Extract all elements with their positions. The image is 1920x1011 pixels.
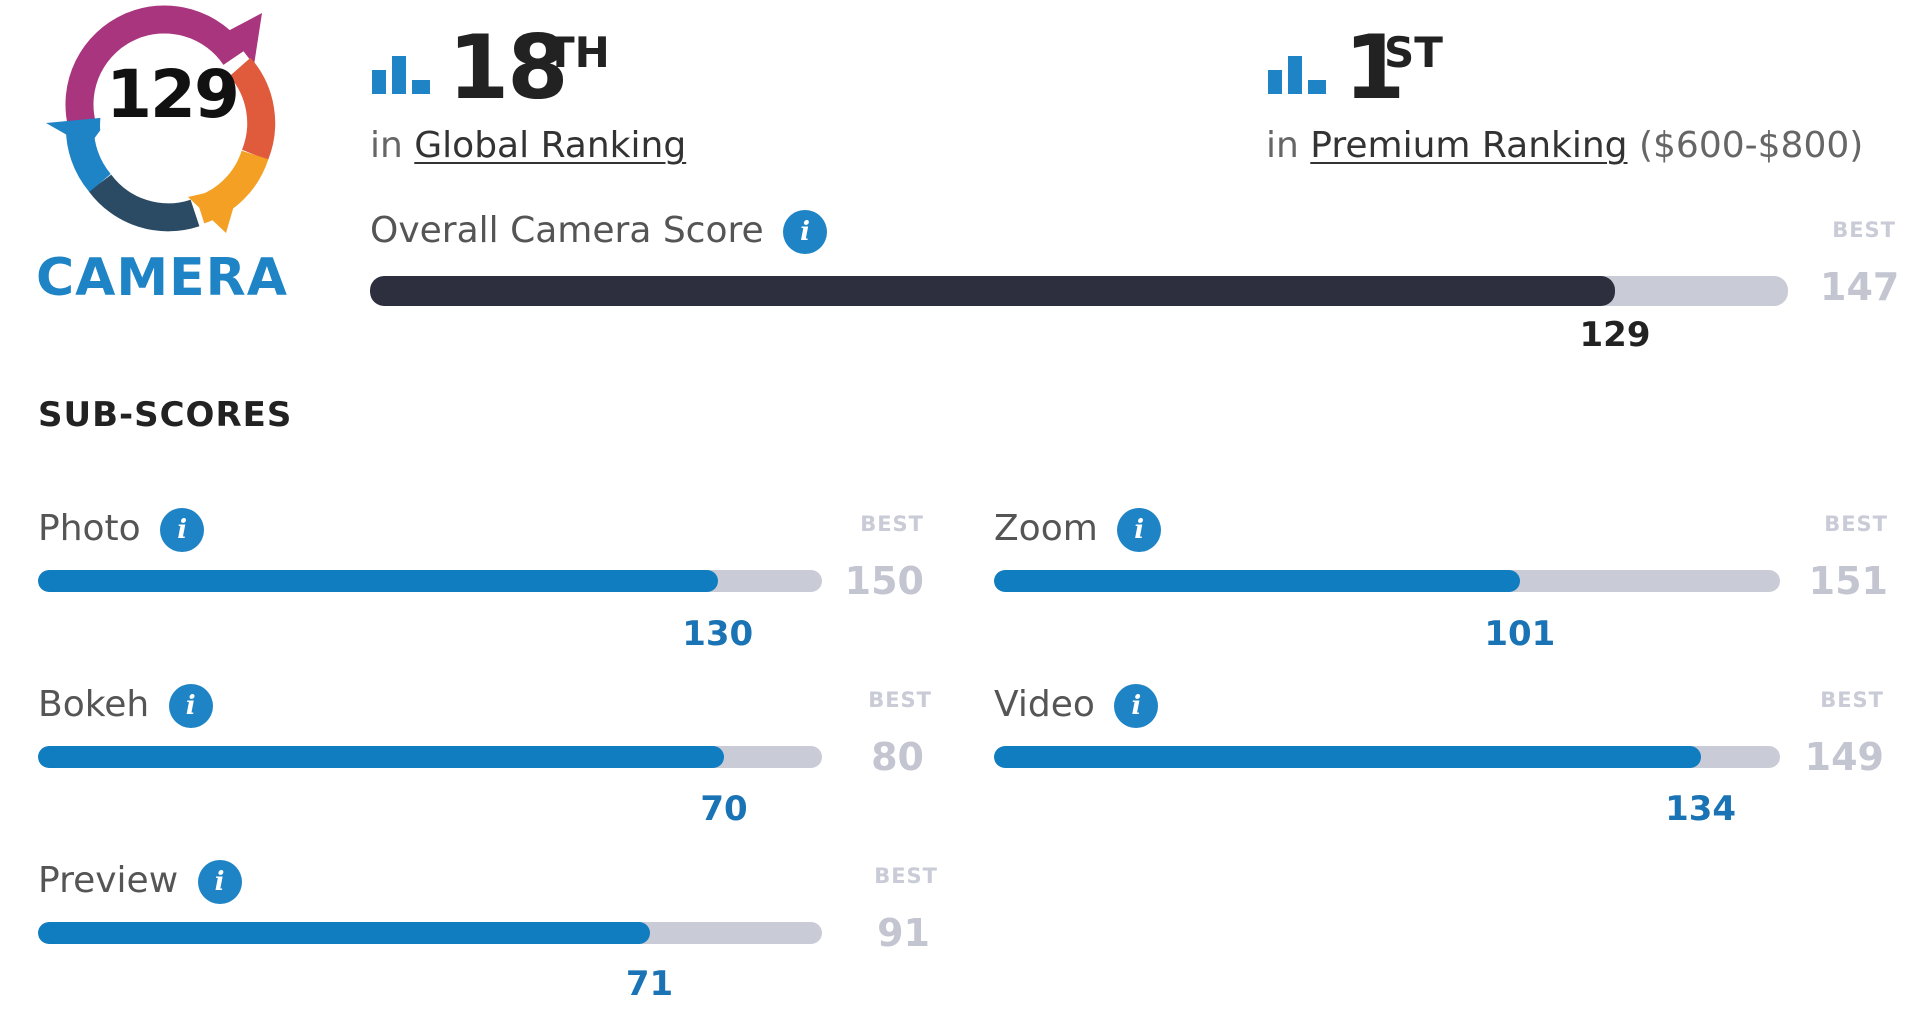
bokeh-label: Bokeh <box>38 684 150 725</box>
bokeh-label-row: Bokeh i <box>38 684 213 728</box>
camera-score-badge-ring <box>46 5 276 233</box>
video-label: Video <box>994 684 1095 725</box>
global-rank-line: in Global Ranking <box>370 128 686 164</box>
global-rank-suffix: TH <box>546 28 610 77</box>
photo-label: Photo <box>38 508 141 549</box>
bokeh-bar-fill <box>38 746 724 768</box>
bokeh-best-caption: BEST <box>868 688 932 712</box>
overall-score-value: 129 <box>1579 315 1651 355</box>
photo-score-value: 130 <box>682 614 754 654</box>
premium-rank-range: ($600-$800) <box>1638 125 1864 166</box>
video-best-caption: BEST <box>1820 688 1884 712</box>
info-icon[interactable]: i <box>197 860 242 904</box>
premium-rank-prefix: in <box>1266 125 1299 166</box>
global-rank-prefix: in <box>370 125 403 166</box>
video-bar-track <box>994 746 1780 768</box>
zoom-score-value: 101 <box>1484 614 1556 654</box>
bokeh-score-value: 70 <box>700 789 748 829</box>
global-rank-number: 18 <box>448 16 568 119</box>
preview-best-caption: BEST <box>874 864 938 888</box>
overall-score-label-row: Overall Camera Score i <box>370 210 828 254</box>
info-icon[interactable]: i <box>168 684 213 728</box>
overall-score-label: Overall Camera Score <box>370 210 764 251</box>
premium-rank-line: in Premium Ranking ($600-$800) <box>1266 128 1863 164</box>
bar-chart-icon <box>1268 56 1326 94</box>
video-score-value: 134 <box>1665 789 1737 829</box>
preview-bar-fill <box>38 922 650 944</box>
sub-scores-title: SUB-SCORES <box>38 395 293 435</box>
global-ranking-link[interactable]: Global Ranking <box>414 125 687 166</box>
zoom-label-row: Zoom i <box>994 508 1162 552</box>
camera-score-label: CAMERA <box>36 248 288 308</box>
preview-score-value: 71 <box>625 964 674 1004</box>
video-best-value: 149 <box>1804 735 1884 779</box>
overall-best-value: 147 <box>1820 265 1900 309</box>
overall-best-caption: BEST <box>1832 218 1896 242</box>
bokeh-bar-track <box>38 746 822 768</box>
info-icon[interactable]: i <box>783 210 828 254</box>
preview-bar-track <box>38 922 822 944</box>
zoom-best-caption: BEST <box>1824 512 1888 536</box>
zoom-best-value: 151 <box>1808 559 1888 603</box>
info-icon[interactable]: i <box>160 508 205 552</box>
info-icon[interactable]: i <box>1117 508 1162 552</box>
photo-bar-track <box>38 570 822 592</box>
preview-label-row: Preview i <box>38 860 242 904</box>
bar-chart-icon <box>372 56 430 94</box>
photo-bar-fill <box>38 570 718 592</box>
video-bar-fill <box>994 746 1701 768</box>
premium-rank-suffix: ST <box>1384 28 1443 77</box>
overall-score-bar-fill <box>370 276 1615 306</box>
overall-score-bar-track <box>370 276 1788 306</box>
preview-label: Preview <box>38 860 179 901</box>
photo-label-row: Photo i <box>38 508 205 552</box>
video-label-row: Video i <box>994 684 1159 728</box>
zoom-bar-fill <box>994 570 1520 592</box>
premium-ranking-link[interactable]: Premium Ranking <box>1310 125 1628 166</box>
preview-best-value: 91 <box>877 911 930 955</box>
photo-best-caption: BEST <box>860 512 924 536</box>
zoom-bar-track <box>994 570 1780 592</box>
camera-score-value: 129 <box>106 56 240 133</box>
zoom-label: Zoom <box>994 508 1098 549</box>
info-icon[interactable]: i <box>1114 684 1159 728</box>
bokeh-best-value: 80 <box>871 735 924 779</box>
photo-best-value: 150 <box>844 559 924 603</box>
premium-rank-number: 1 <box>1344 16 1405 119</box>
